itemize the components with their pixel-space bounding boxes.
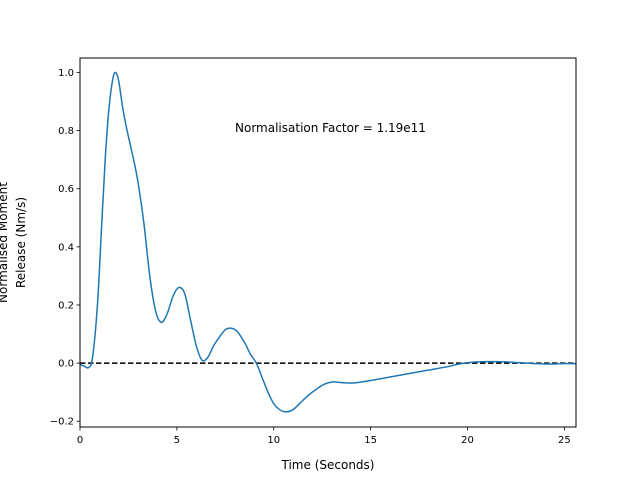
axes-frame	[79, 57, 577, 428]
y-tick-label: 0.0	[58, 359, 74, 370]
ticks-group: 0 5 10 15 20 25 −0.2 0.0 0.2 0.4 0.6 0.8 1.0	[50, 68, 571, 446]
x-tick-label: 0	[77, 435, 83, 446]
series-line-0	[80, 71, 576, 413]
y-tick-label: 1.0	[58, 68, 74, 79]
x-tick-label: 10	[267, 435, 280, 446]
x-tick-label: 20	[461, 435, 474, 446]
y-tick-label: 0.6	[58, 184, 74, 195]
y-axis-label-line-2: Release (Nm/s)	[14, 197, 28, 288]
y-axis-label: Normalised Moment Release (Nm/s)	[0, 182, 28, 303]
x-tick-label: 5	[174, 435, 180, 446]
x-tick-label: 25	[558, 435, 571, 446]
y-tick-label: −0.2	[50, 417, 74, 428]
y-tick-label: 0.4	[58, 242, 74, 253]
y-tick-label: 0.8	[58, 126, 74, 137]
y-axis-label-line-1: Normalised Moment	[0, 182, 10, 303]
y-tick-label: 0.2	[58, 300, 74, 311]
x-tick-label: 15	[364, 435, 377, 446]
x-axis-label: Time (Seconds)	[281, 458, 375, 472]
plot-area	[80, 71, 576, 413]
normalisation-annotation: Normalisation Factor = 1.19e11	[235, 121, 426, 135]
